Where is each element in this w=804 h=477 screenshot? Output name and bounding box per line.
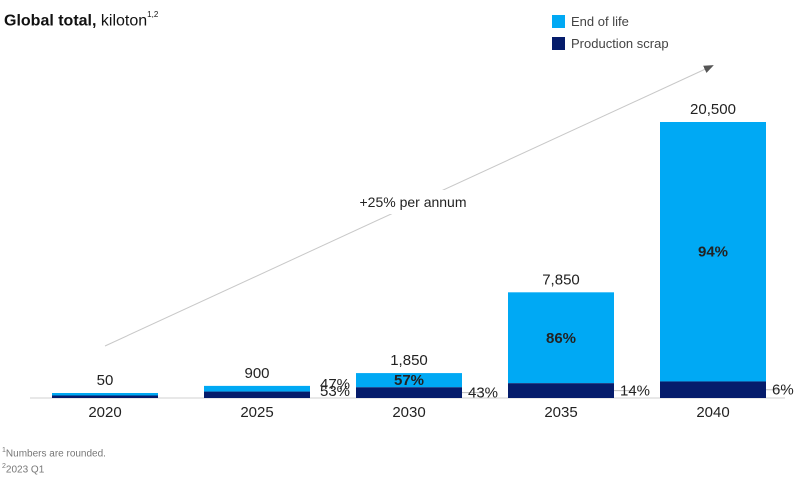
- share-label-production-scrap-2040: 6%: [772, 382, 794, 399]
- chart-title-footnote-ref: 1,2: [147, 10, 159, 19]
- x-tick-label-2030: 2030: [392, 404, 425, 421]
- legend-label-end-of-life: End of life: [571, 13, 629, 29]
- share-label-end-of-life-2040: 94%: [698, 244, 728, 261]
- bar-production-scrap-2040: [660, 381, 766, 398]
- bar-production-scrap-2020: [52, 395, 158, 398]
- share-label-end-of-life-2025: 47%: [320, 376, 350, 393]
- total-label-2030: 1,850: [390, 352, 428, 369]
- bar-end-of-life-2025: [204, 385, 310, 392]
- share-label-production-scrap-2035: 14%: [620, 383, 650, 400]
- x-tick-label-2020: 2020: [88, 404, 121, 421]
- bar-production-scrap-2035: [508, 383, 614, 398]
- legend-item-production-scrap: Production scrap: [552, 32, 669, 54]
- chart-title-bold: Global total,: [4, 12, 97, 30]
- legend-label-production-scrap: Production scrap: [571, 35, 669, 51]
- x-tick-label-2040: 2040: [696, 404, 729, 421]
- legend-swatch-production-scrap: [552, 36, 565, 50]
- x-tick-label-2025: 2025: [240, 404, 273, 421]
- footnote-1: 1Numbers are rounded.: [2, 447, 106, 460]
- bar-end-of-life-2035: [508, 292, 614, 384]
- share-label-end-of-life-2030: 57%: [394, 372, 424, 389]
- total-label-2035: 7,850: [542, 271, 580, 288]
- bar-production-scrap-2025: [204, 391, 310, 398]
- annotation-background: [352, 190, 476, 214]
- total-label-2020: 50: [97, 372, 114, 389]
- share-label-production-scrap-2025: 53%: [320, 383, 350, 400]
- bars-group: 50 2020 900 2025 47%53% 1,850 2030 57% 43% 7,850 2…: [52, 101, 794, 421]
- legend-item-end-of-life: End of life: [552, 10, 669, 32]
- legend: End of life Production scrap: [552, 10, 669, 54]
- legend-swatch-end-of-life: [552, 14, 565, 28]
- chart-title: Global total, kiloton1,2: [4, 10, 159, 30]
- bar-production-scrap-2030: [356, 387, 462, 398]
- bar-end-of-life-2020: [52, 393, 158, 396]
- bar-end-of-life-2040: [660, 122, 766, 382]
- share-label-production-scrap-2030: 43%: [468, 385, 498, 402]
- share-label-end-of-life-2035: 86%: [546, 330, 576, 347]
- bar-end-of-life-2030: [356, 373, 462, 388]
- growth-annotation: +25% per annum: [359, 194, 466, 210]
- chart-title-unit: kiloton: [100, 12, 148, 30]
- footnotes: 1Numbers are rounded. 22023 Q1: [2, 444, 106, 477]
- x-tick-label-2035: 2035: [544, 404, 577, 421]
- footnote-2: 22023 Q1: [2, 463, 45, 476]
- bar-chart: +25% per annum 50 2020 900 2025 47%53% 1,850 2…: [30, 65, 794, 421]
- total-label-2025: 900: [244, 365, 269, 382]
- total-label-2040: 20,500: [690, 101, 736, 118]
